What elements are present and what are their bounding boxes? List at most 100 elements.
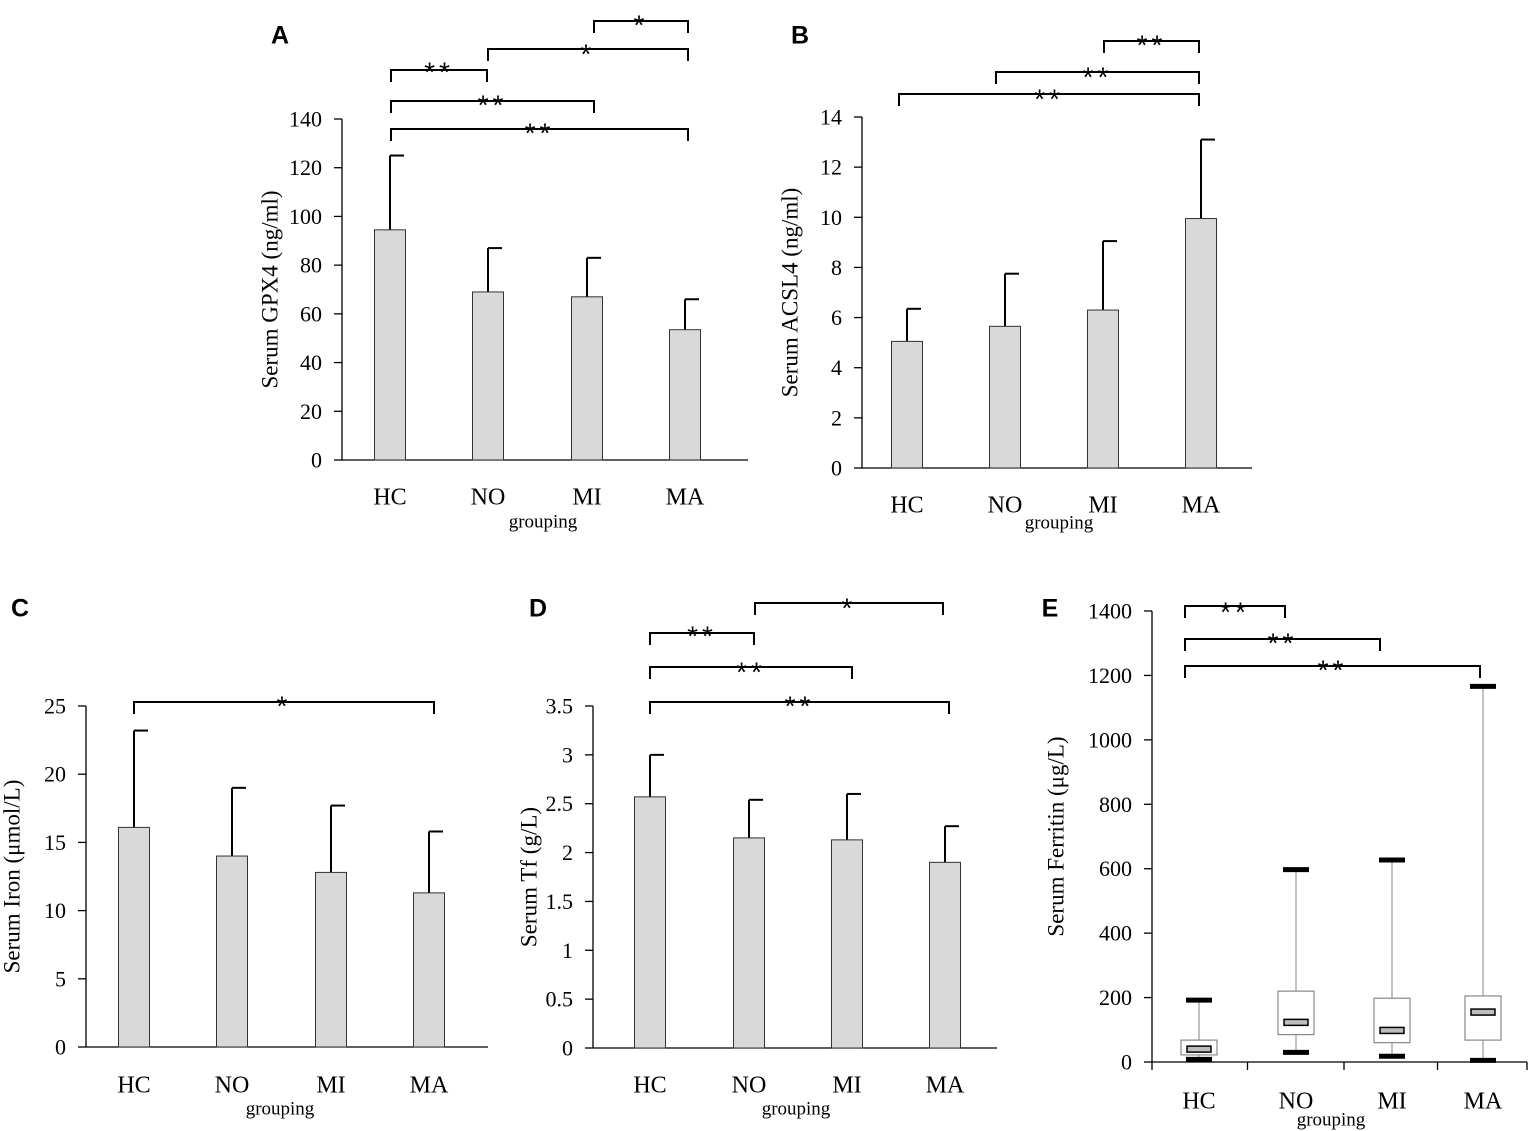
y-tick-label: 12 [820,155,842,180]
y-tick-label: 0.5 [546,987,574,1012]
y-tick-label: 140 [289,107,322,132]
y-tick-label: 2 [562,840,573,865]
x-tick-label-no: NO [988,493,1023,519]
x-tick-label-no: NO [1279,1089,1314,1115]
panel-label: B [791,22,809,50]
y-tick-label: 60 [300,301,322,326]
x-axis-label: grouping [762,1098,831,1119]
y-tick-label: 200 [1099,985,1132,1010]
y-tick-label: 0 [55,1035,66,1060]
significance-bracket [649,666,853,679]
significance-label: ** [1034,83,1064,114]
x-tick-label-ma: MA [926,1073,965,1099]
significance-label: * [634,9,649,40]
bar-ma [413,892,445,1048]
significance-bracket [1184,605,1286,618]
y-tick-label: 3.5 [546,694,574,719]
y-tick-label: 14 [820,105,842,130]
panel-label: C [11,595,29,623]
y-tick-label: 0 [831,456,842,481]
x-tick-label-hc: HC [373,485,406,511]
y-tick-label: 0 [1121,1050,1132,1075]
median-marker [1379,1026,1405,1035]
bar-mi [571,296,603,461]
significance-label: ** [1137,29,1167,60]
significance-label: ** [1083,61,1113,92]
significance-label: ** [525,117,555,148]
x-tick-label-mi: MI [316,1073,345,1099]
significance-bracket [133,701,435,714]
significance-bracket [754,602,944,615]
y-tick-label: 1200 [1088,663,1132,688]
significance-bracket [593,20,689,33]
significance-bracket [1184,638,1381,651]
significance-bracket [390,100,595,113]
y-axis-label: Serum ACSL4 (ng/ml) [777,188,802,398]
y-axis-label: Serum GPX4 (ng/ml) [257,190,282,388]
significance-bracket [649,701,950,714]
bar-mi [831,839,863,1049]
box-no [1277,990,1315,1036]
significance-label: ** [687,620,717,651]
significance-label: ** [1318,654,1348,685]
significance-label: ** [785,690,815,721]
y-tick-label: 120 [289,155,322,180]
y-tick-label: 25 [44,694,66,719]
bar-hc [634,796,666,1049]
y-tick-label: 20 [300,399,322,424]
significance-bracket [1184,665,1481,678]
panel-label: E [1042,595,1059,623]
panel-B: B 0 2 4 6 8 10 12 14 HC NO MI MA grouping Serum ACSL4 … [777,22,1252,533]
x-tick-label-mi: MI [1088,493,1117,519]
bar-no [472,291,504,461]
significance-label: * [277,690,292,721]
x-tick-label-hc: HC [890,493,923,519]
y-tick-label: 6 [831,305,842,330]
y-tick-label: 15 [44,830,66,855]
y-tick-label: 0 [562,1036,573,1061]
x-tick-label-no: NO [215,1073,250,1099]
significance-bracket [1103,40,1200,53]
median-marker [1470,1008,1496,1016]
x-tick-label-ma: MA [666,485,705,511]
panel-C: C 0 5 10 15 20 25 HC NO MI MA grouping Serum Iron (μ… [0,595,488,1119]
bar-mi [315,871,347,1048]
y-tick-label: 40 [300,350,322,375]
x-tick-label-ma: MA [410,1073,449,1099]
y-tick-label: 1 [562,938,573,963]
significance-label: ** [478,89,508,120]
bar-hc [118,826,150,1048]
y-tick-label: 2.5 [546,791,574,816]
significance-bracket [390,69,488,82]
x-tick-label-no: NO [732,1073,767,1099]
x-tick-label-hc: HC [117,1073,150,1099]
x-axis-label: grouping [246,1098,315,1119]
y-tick-label: 8 [831,255,842,280]
significance-bracket [995,71,1200,84]
x-tick-label-no: NO [471,485,506,511]
panel-A: A 0 20 40 60 80 100 120 140 HC NO MI MA grouping Serum… [257,9,748,532]
x-axis-label: grouping [1025,512,1094,533]
significance-bracket [390,128,689,141]
bar-no [733,837,765,1049]
significance-label: ** [736,656,766,687]
x-tick-label-hc: HC [1182,1089,1215,1115]
significance-label: ** [1268,627,1298,658]
y-tick-label: 20 [44,762,66,787]
box-mi [1373,997,1411,1044]
x-tick-label-ma: MA [1182,493,1221,519]
significance-bracket [487,48,689,61]
y-axis-label: Serum Tf (g/L) [516,807,541,947]
x-tick-label-ma: MA [1464,1089,1503,1115]
significance-bracket [898,93,1200,106]
box-ma [1464,995,1502,1041]
median-marker [1283,1018,1309,1027]
y-tick-label: 4 [831,355,842,380]
significance-label: * [842,592,857,623]
y-tick-label: 800 [1099,792,1132,817]
y-axis-label: Serum Iron (μmol/L) [0,780,24,974]
x-tick-label-mi: MI [1377,1089,1406,1115]
y-tick-label: 80 [300,253,322,278]
bar-no [989,325,1021,469]
